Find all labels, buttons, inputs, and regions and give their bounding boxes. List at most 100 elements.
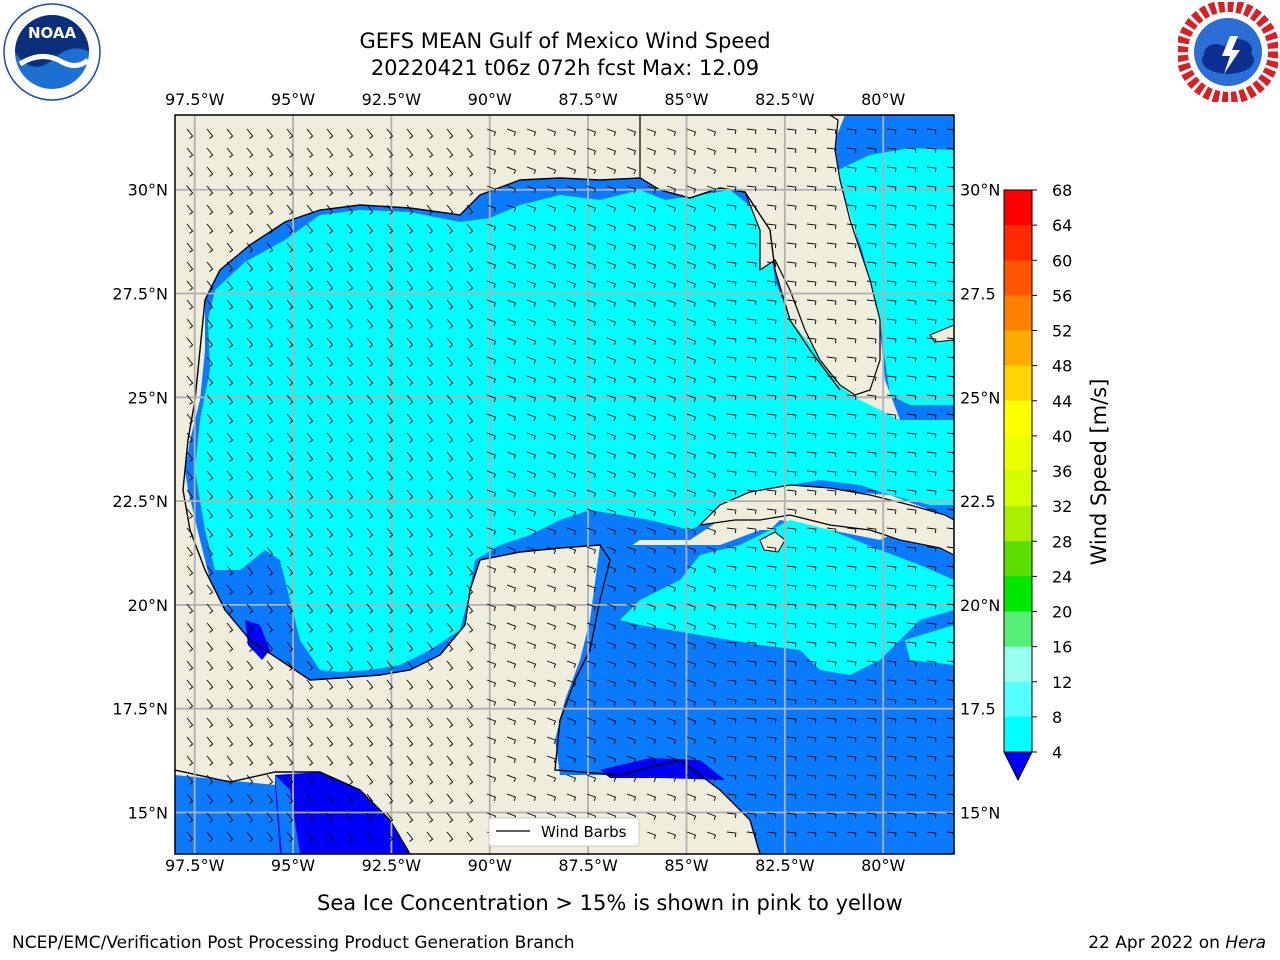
lat-label-left: 22.5°N — [112, 492, 168, 511]
wind-barb — [446, 793, 454, 804]
wind-barb — [726, 470, 737, 477]
wind-barb — [686, 299, 697, 308]
wind-barb — [546, 299, 557, 308]
wind-barb — [726, 280, 737, 287]
wind-barb — [386, 318, 394, 329]
wind-barb — [926, 489, 937, 496]
wind-barb — [606, 356, 617, 365]
wind-barb — [366, 280, 374, 291]
wind-barb — [946, 375, 954, 378]
wind-barb — [346, 166, 354, 177]
wind-barb — [406, 413, 414, 424]
wind-barb — [546, 280, 557, 289]
wind-barb — [886, 698, 897, 705]
wind-barb — [566, 584, 577, 593]
wind-barb — [486, 280, 497, 289]
wind-barb — [846, 432, 857, 439]
wind-barb — [766, 622, 777, 629]
wind-barb — [386, 755, 394, 766]
ocean-below-4-honduras — [600, 758, 725, 780]
wind-barb — [526, 622, 537, 631]
wind-barb — [246, 489, 254, 500]
wind-barb — [746, 717, 757, 724]
wind-barb — [286, 470, 294, 481]
wind-barb — [406, 774, 414, 785]
wind-barb — [826, 394, 837, 401]
wind-barb — [526, 774, 537, 783]
wind-barb — [666, 489, 677, 498]
wind-barb — [826, 166, 837, 173]
wind-barb — [326, 204, 334, 215]
wind-barb — [386, 299, 394, 310]
wind-barb — [326, 432, 334, 443]
wind-barb — [366, 812, 374, 823]
wind-barb — [826, 147, 837, 154]
wind-barb — [886, 185, 897, 192]
wind-barb — [846, 413, 857, 420]
wind-barb — [366, 698, 374, 709]
wind-barb — [726, 603, 737, 610]
wind-barb — [606, 641, 617, 650]
wind-barb — [346, 242, 354, 253]
colorbar-tick-label: 16 — [1052, 638, 1072, 657]
wind-barb — [546, 508, 557, 517]
wind-barb — [786, 622, 797, 629]
wind-barb — [546, 413, 557, 422]
wind-barb — [806, 565, 817, 572]
ocean-8-12-patch — [905, 625, 954, 665]
wind-barb — [286, 641, 294, 652]
wind-barb — [446, 679, 454, 690]
wind-barb — [606, 413, 617, 422]
wind-barb — [226, 337, 234, 348]
wind-barb — [606, 622, 617, 631]
wind-barb — [826, 527, 837, 534]
wind-barb — [386, 546, 394, 557]
wind-barb — [946, 470, 954, 473]
wind-barb — [286, 717, 294, 728]
wind-barb — [466, 223, 474, 234]
wind-barb — [286, 584, 294, 595]
wind-barb — [426, 242, 434, 253]
wind-barb — [666, 793, 677, 802]
wind-barb — [626, 451, 637, 460]
wind-barb — [466, 831, 474, 842]
lat-label-right: 22.5 — [960, 492, 996, 511]
wind-barb — [746, 375, 757, 382]
wind-barb — [906, 565, 917, 572]
wind-barb — [266, 755, 274, 766]
wind-barb — [706, 337, 717, 346]
wind-barb — [506, 622, 517, 631]
wind-barb — [686, 261, 697, 270]
wind-barb — [886, 280, 897, 287]
wind-barb — [586, 489, 597, 498]
wind-barb — [446, 432, 454, 443]
wind-barb — [586, 318, 597, 327]
wind-barb — [686, 318, 697, 327]
wind-barb — [866, 470, 877, 477]
wind-barb — [446, 356, 454, 367]
wind-barb — [186, 413, 194, 424]
wind-barb — [606, 793, 617, 802]
wind-barb — [566, 299, 577, 308]
wind-barb — [706, 489, 717, 498]
wind-barb — [846, 774, 857, 781]
wind-barb — [466, 394, 474, 405]
wind-barb — [906, 470, 917, 477]
wind-barb — [786, 261, 797, 268]
wind-barb — [766, 831, 777, 838]
wind-barb — [326, 280, 334, 291]
wind-barb — [926, 147, 937, 154]
wind-barb — [306, 337, 314, 348]
wind-barb — [386, 204, 394, 215]
wind-barb — [746, 793, 757, 800]
wind-barb — [406, 375, 414, 386]
wind-barb — [726, 489, 737, 496]
wind-barb — [466, 736, 474, 747]
wind-barb — [606, 128, 617, 137]
wind-barb — [206, 679, 214, 690]
wind-barb — [906, 451, 917, 458]
wind-barb — [506, 356, 517, 365]
wind-barb — [366, 527, 374, 538]
wind-barb — [446, 261, 454, 272]
wind-barb — [306, 185, 314, 196]
